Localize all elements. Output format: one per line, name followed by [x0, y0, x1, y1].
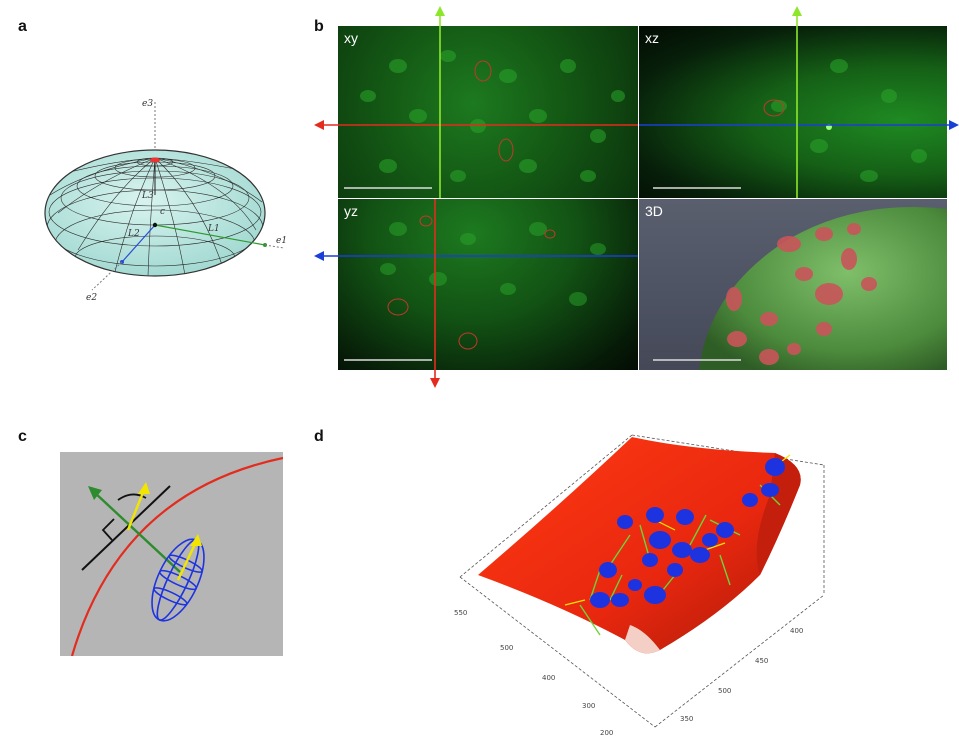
segmented-nucleus	[763, 99, 785, 117]
axis-e1	[264, 244, 285, 249]
axis-tick: 500	[718, 687, 731, 695]
axis-tick: 400	[542, 674, 555, 682]
axis-e3-label: e3	[142, 99, 153, 109]
axis-tick: 550	[454, 609, 467, 617]
axis-e1-label: e1	[276, 236, 287, 246]
segmented-nucleus	[419, 215, 433, 227]
segmented-nucleus	[498, 138, 514, 162]
surface-boundary	[70, 456, 283, 656]
panel-b-letter: b	[314, 18, 324, 35]
segmented-nucleus	[387, 298, 409, 316]
length-L1-label: L1	[207, 224, 220, 234]
semi-axis-L1	[154, 224, 266, 246]
segmented-nucleus	[474, 60, 492, 82]
normal-vector	[93, 491, 181, 573]
view-3d-label: 3D	[645, 203, 663, 219]
pole-marker	[150, 157, 160, 163]
tissue-surface	[478, 437, 801, 654]
tangent-line	[81, 485, 171, 571]
axis-tick: 400	[790, 627, 803, 635]
semi-axis-L2	[121, 224, 156, 263]
section-arrow-blue-right	[949, 120, 959, 130]
section-arrow-lime-up	[435, 6, 445, 16]
length-L2-label: L2	[127, 229, 140, 239]
axis-tick: 350	[680, 715, 693, 723]
center-point	[152, 222, 158, 228]
orientation-schematic	[60, 452, 283, 656]
section-arrow-blue-left	[314, 251, 324, 261]
axis-tick: 200	[600, 729, 613, 737]
view-xz: xz	[639, 26, 947, 198]
axis-tick: 300	[582, 702, 595, 710]
section-lines	[314, 6, 959, 388]
segmented-nucleus	[458, 332, 478, 350]
ellipsoid-diagram: e3 c L3 L1 L2 e1 e2	[44, 99, 287, 303]
length-L3-label: L3	[141, 191, 154, 201]
view-yz: yz	[338, 199, 638, 370]
axis-tick: 500	[500, 644, 513, 652]
view-xy-label: xy	[344, 30, 358, 46]
view-xy: xy	[338, 26, 638, 198]
panel-a-letter: a	[18, 18, 27, 35]
axis-vector-surface	[126, 489, 146, 531]
center-label: c	[160, 207, 165, 217]
panel-c-letter: c	[18, 428, 27, 445]
axis-vector-cell	[176, 541, 198, 581]
angle-arc	[117, 493, 147, 501]
surface-plot-3d: 550 500 400 300 200 400 450 500 350	[454, 434, 825, 737]
right-angle-marker	[101, 518, 115, 541]
axis-tick: 450	[755, 657, 768, 665]
panel-d-letter: d	[314, 428, 324, 445]
section-arrow-lime-up	[792, 6, 802, 16]
view-3d: 3D	[639, 199, 947, 370]
view-xz-label: xz	[645, 30, 659, 46]
section-arrow-red-down	[430, 378, 440, 388]
segmented-nucleus	[544, 229, 556, 239]
view-yz-label: yz	[344, 203, 358, 219]
axis-e2	[91, 261, 123, 291]
section-arrow-red-left	[314, 120, 324, 130]
axis-e2-label: e2	[86, 293, 97, 303]
